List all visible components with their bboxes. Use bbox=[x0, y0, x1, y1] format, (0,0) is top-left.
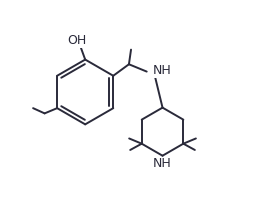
Text: OH: OH bbox=[67, 34, 86, 47]
Text: NH: NH bbox=[153, 157, 172, 170]
Text: NH: NH bbox=[153, 64, 171, 77]
